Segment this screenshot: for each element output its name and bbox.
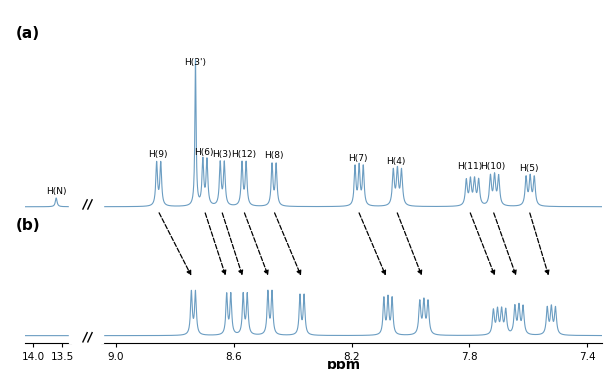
Text: H(5): H(5) (519, 164, 538, 173)
Text: H(8): H(8) (264, 151, 283, 160)
Text: H(7): H(7) (348, 154, 368, 163)
Text: H(3): H(3) (212, 150, 231, 159)
Text: H(6): H(6) (195, 148, 214, 157)
Text: H(12): H(12) (231, 150, 256, 159)
Text: H(9): H(9) (148, 150, 168, 159)
Text: H(4): H(4) (387, 158, 406, 166)
Text: ppm: ppm (327, 358, 361, 369)
Text: (a): (a) (15, 26, 39, 41)
Text: H(3'): H(3') (184, 58, 206, 67)
Text: H(10): H(10) (480, 162, 505, 171)
Text: H(11): H(11) (457, 162, 482, 171)
Text: H(N): H(N) (46, 187, 66, 196)
Text: (b): (b) (15, 218, 40, 233)
